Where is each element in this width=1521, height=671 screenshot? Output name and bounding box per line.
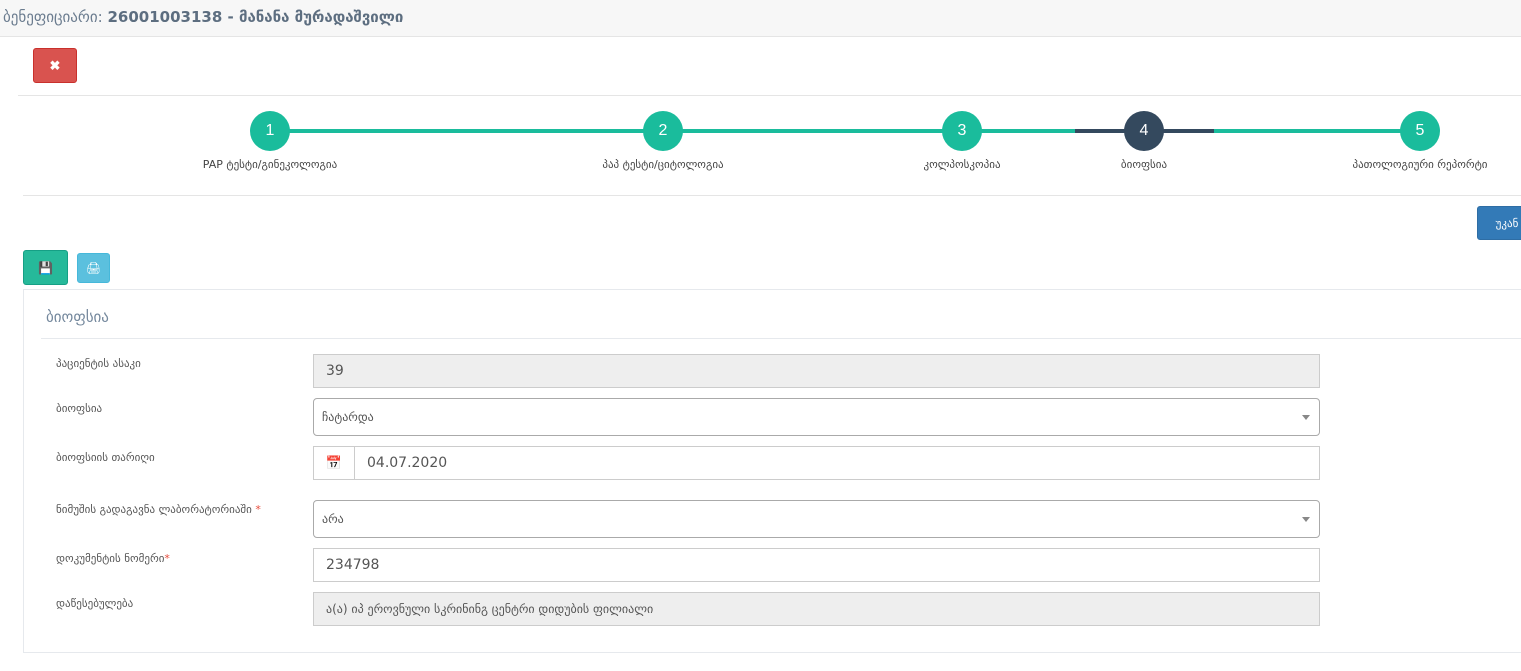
- step-track: [1214, 129, 1420, 133]
- step-2[interactable]: 2: [643, 111, 683, 151]
- step-5[interactable]: 5: [1400, 111, 1440, 151]
- step-4[interactable]: 4: [1124, 111, 1164, 151]
- sample-sent-select[interactable]: არა: [313, 500, 1320, 538]
- close-button[interactable]: ✖: [33, 48, 77, 83]
- step-2-label[interactable]: პაპ ტესტი/ციტოლოგია: [602, 158, 724, 171]
- save-icon: 💾: [38, 260, 53, 275]
- biopsy-date-field[interactable]: 📅 04.07.2020: [313, 446, 1320, 480]
- chevron-down-icon: [1302, 517, 1310, 522]
- date-value: 04.07.2020: [367, 455, 448, 471]
- save-button[interactable]: 💾: [23, 250, 68, 285]
- page-header: ბენეფიციარი: 26001003138 - მანანა მურადა…: [0, 0, 1521, 37]
- step-4-label[interactable]: ბიოფსია: [1120, 158, 1168, 171]
- print-icon: 🖨: [85, 261, 102, 275]
- document-number-input[interactable]: 234798: [313, 548, 1320, 582]
- required-mark: *: [255, 503, 261, 516]
- step-5-label[interactable]: პათოლოგიური რეპორტი: [1352, 158, 1488, 171]
- institution-label: დაწესებულება: [56, 597, 134, 610]
- step-3[interactable]: 3: [942, 111, 982, 151]
- beneficiary-name: 26001003138 - მანანა მურადაშვილი: [107, 8, 404, 26]
- biopsy-label: ბიოფსია: [56, 402, 103, 415]
- header-label: ბენეფიციარი:: [3, 8, 103, 26]
- sample-sent-label: ნიმუშის გადაგავნა ლაბორატორიაში *: [56, 503, 261, 516]
- close-icon: ✖: [49, 57, 61, 73]
- sample-sent-value: არა: [322, 512, 344, 526]
- divider: [41, 338, 1521, 339]
- biopsy-value: ჩატარდა: [322, 410, 374, 424]
- print-button[interactable]: 🖨: [77, 253, 110, 283]
- calendar-icon[interactable]: 📅: [314, 447, 355, 479]
- biopsy-date-label: ბიოფსიის თარიღი: [56, 451, 155, 464]
- biopsy-select[interactable]: ჩატარდა: [313, 398, 1320, 436]
- document-number-label: დოკუმენტის ნომერი*: [56, 552, 170, 565]
- divider: [23, 195, 1521, 196]
- step-1-label[interactable]: PAP ტესტი/გინეკოლოგია: [202, 158, 338, 171]
- back-button[interactable]: უკან: [1477, 206, 1521, 240]
- step-1[interactable]: 1: [250, 111, 290, 151]
- age-label: პაციენტის ასაკი: [56, 357, 141, 370]
- chevron-down-icon: [1302, 415, 1310, 420]
- institution-field: ა(ა) იპ ეროვნული სკრინინგ ცენტრი დიდუბის…: [313, 592, 1320, 626]
- age-field: 39: [313, 354, 1320, 388]
- required-mark: *: [164, 552, 170, 565]
- divider: [18, 95, 1521, 96]
- step-3-label[interactable]: კოლპოსკოპია: [923, 158, 1001, 171]
- panel-title: ბიოფსია: [46, 308, 109, 326]
